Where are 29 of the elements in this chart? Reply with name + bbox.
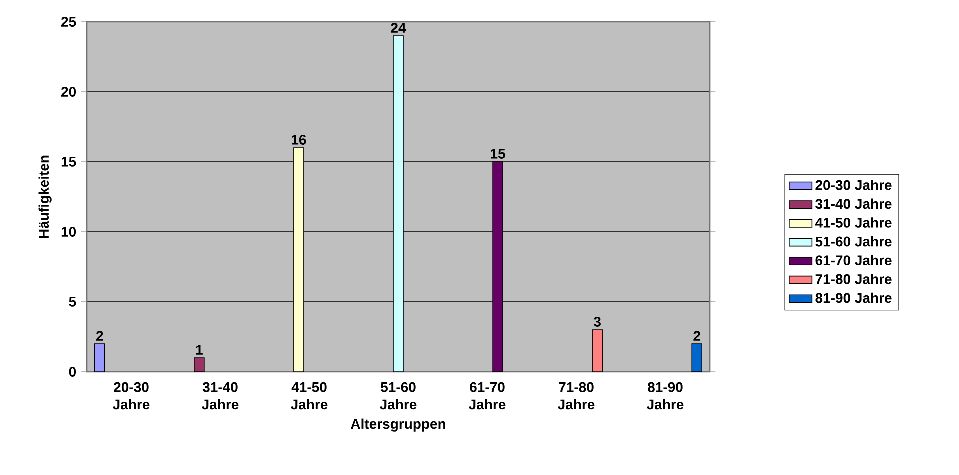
data-label: 24 <box>391 23 406 33</box>
y-tick-label: 10 <box>62 227 76 237</box>
data-label: 2 <box>96 331 104 341</box>
y-tick-label: 15 <box>62 157 76 167</box>
legend-label: 71-80 Jahre <box>816 274 892 284</box>
data-label: 16 <box>292 135 306 145</box>
x-tick-label: 71-80 Jahre <box>558 382 595 410</box>
y-tick-label: 20 <box>62 87 76 97</box>
legend-label: 51-60 Jahre <box>816 236 892 247</box>
data-label: 2 <box>694 331 700 341</box>
x-tick-label: 61-70 Jahre <box>469 382 506 410</box>
y-tick-label: 25 <box>62 17 76 27</box>
legend-label: 31-40 Jahre <box>816 198 892 210</box>
data-label: 1 <box>196 345 203 355</box>
data-label: 15 <box>491 149 506 159</box>
x-axis-title: Altersgruppen <box>351 418 446 432</box>
x-tick-label: 81-90 Jahre <box>647 382 684 410</box>
y-tick-label: 0 <box>69 367 76 377</box>
legend-label: 20-30 Jahre <box>816 180 892 190</box>
x-tick-label: 51-60 Jahre <box>380 382 417 410</box>
legend-label: 81-90 Jahre <box>816 292 892 304</box>
y-axis-title: Häufigkeiten <box>38 156 52 238</box>
data-label: 3 <box>594 317 601 327</box>
x-tick-label: 31-40 Jahre <box>202 382 239 410</box>
legend-label: 41-50 Jahre <box>815 218 892 228</box>
x-tick-label: 41-50 Jahre <box>291 382 328 410</box>
y-tick-label: 5 <box>69 297 76 307</box>
x-tick-label: 20-30 Jahre <box>113 382 150 410</box>
legend-label: 61-70 Jahre <box>816 255 892 266</box>
